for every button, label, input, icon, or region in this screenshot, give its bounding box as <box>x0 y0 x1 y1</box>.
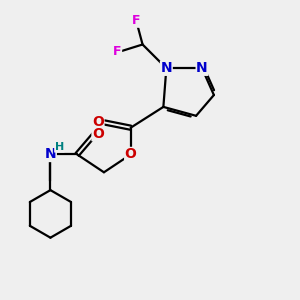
Text: N: N <box>196 61 208 75</box>
Text: F: F <box>132 14 141 27</box>
Text: F: F <box>113 45 122 58</box>
Text: O: O <box>125 148 136 161</box>
Text: O: O <box>92 115 104 129</box>
Text: N: N <box>160 61 172 75</box>
Text: H: H <box>55 142 64 152</box>
Text: N: N <box>45 148 56 161</box>
Text: O: O <box>92 127 104 141</box>
